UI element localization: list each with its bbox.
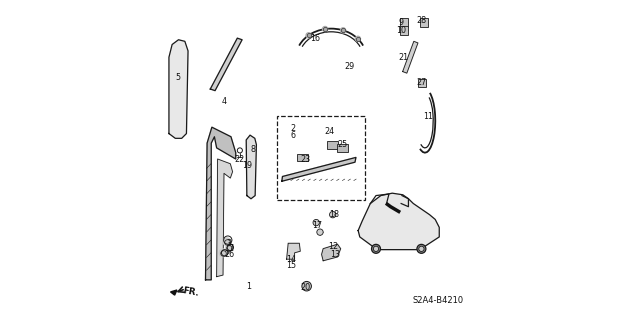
Polygon shape — [170, 290, 177, 295]
Polygon shape — [217, 159, 232, 277]
Text: 26: 26 — [224, 250, 234, 259]
Text: 14: 14 — [286, 255, 296, 264]
Text: 1: 1 — [246, 282, 251, 291]
Bar — [418, 79, 426, 87]
Text: 21: 21 — [398, 53, 408, 62]
Circle shape — [417, 244, 426, 253]
Text: 4: 4 — [222, 97, 227, 106]
Polygon shape — [403, 41, 418, 73]
Circle shape — [219, 249, 227, 257]
Circle shape — [340, 28, 346, 33]
Text: 5: 5 — [175, 73, 180, 82]
Circle shape — [371, 244, 381, 253]
Text: 11: 11 — [423, 112, 433, 121]
Text: 8: 8 — [251, 145, 256, 154]
Text: 7: 7 — [228, 244, 234, 252]
Text: 10: 10 — [396, 26, 406, 35]
Text: 12: 12 — [328, 242, 338, 251]
Text: 13: 13 — [330, 250, 340, 259]
Bar — [297, 154, 308, 161]
Text: 27: 27 — [416, 78, 426, 87]
Circle shape — [323, 26, 328, 31]
Circle shape — [373, 246, 379, 252]
Bar — [337, 144, 348, 152]
Text: 15: 15 — [286, 261, 296, 270]
Circle shape — [355, 36, 360, 41]
Text: 24: 24 — [324, 127, 335, 135]
Bar — [399, 26, 408, 35]
Polygon shape — [169, 40, 188, 138]
Polygon shape — [358, 193, 439, 250]
Text: 3: 3 — [227, 239, 232, 248]
Bar — [277, 116, 365, 200]
Circle shape — [330, 211, 336, 218]
Bar — [327, 141, 339, 149]
Text: 28: 28 — [417, 16, 427, 25]
Text: S2A4-B4210: S2A4-B4210 — [412, 296, 463, 305]
Circle shape — [302, 281, 312, 291]
Circle shape — [313, 219, 319, 226]
Circle shape — [306, 33, 311, 38]
Circle shape — [225, 244, 233, 252]
Polygon shape — [282, 157, 356, 181]
Polygon shape — [246, 135, 257, 199]
Text: 29: 29 — [344, 62, 355, 71]
Text: 19: 19 — [243, 161, 253, 170]
Polygon shape — [321, 244, 340, 261]
Circle shape — [419, 246, 424, 252]
Circle shape — [317, 229, 323, 235]
Text: 18: 18 — [330, 210, 339, 219]
Circle shape — [223, 238, 230, 245]
Text: FR.: FR. — [182, 286, 200, 298]
Text: 2: 2 — [291, 124, 296, 133]
Polygon shape — [287, 243, 300, 259]
Text: 25: 25 — [338, 140, 348, 149]
Text: 9: 9 — [399, 18, 404, 27]
Text: 16: 16 — [310, 34, 320, 43]
Polygon shape — [211, 38, 242, 91]
Polygon shape — [205, 127, 236, 280]
Text: 23: 23 — [300, 155, 310, 163]
Text: 22: 22 — [235, 155, 245, 163]
Bar — [399, 18, 408, 27]
Text: 20: 20 — [301, 283, 311, 292]
Text: 6: 6 — [291, 131, 296, 140]
Text: 17: 17 — [312, 221, 322, 230]
Bar — [420, 18, 428, 27]
